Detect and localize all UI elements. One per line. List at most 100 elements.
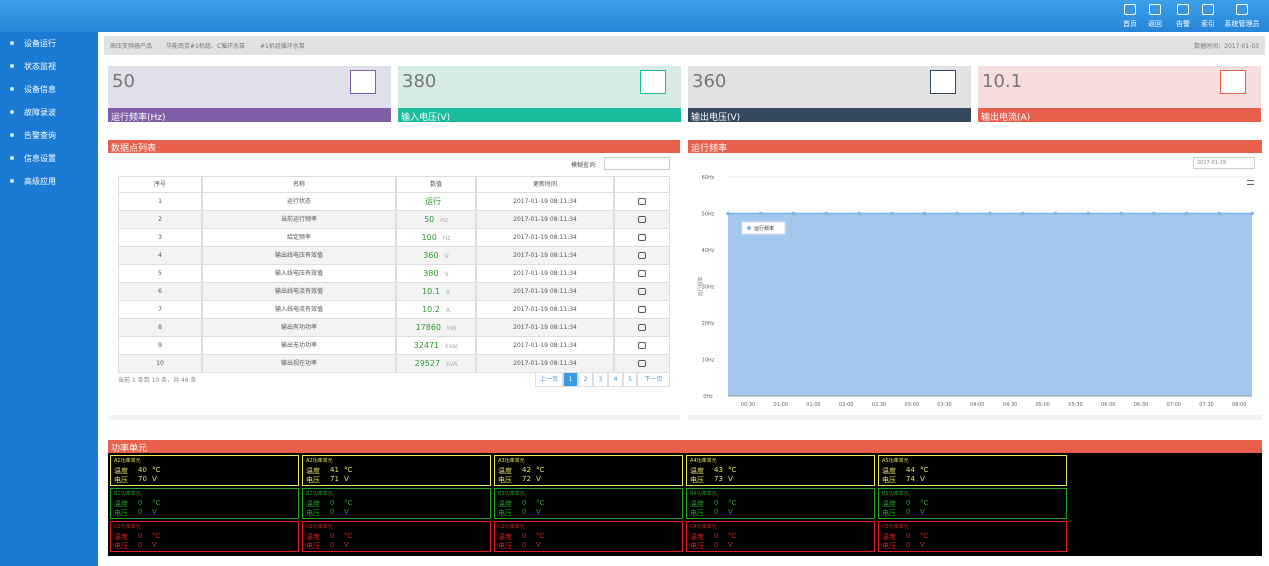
card-bar [688, 108, 971, 122]
table-cell: 运行 [396, 192, 476, 211]
action-icon[interactable] [638, 288, 646, 295]
table-value: 29527 [414, 359, 441, 368]
nav-icon[interactable] [1202, 4, 1214, 15]
card-icon [350, 70, 376, 94]
page-button[interactable]: 3 [593, 372, 608, 387]
sidebar-item[interactable]: 设备运行 [24, 39, 56, 48]
action-icon[interactable] [638, 198, 646, 205]
x-tick-label: 01:00 [806, 402, 820, 408]
temp-unit: °C [152, 466, 161, 474]
action-icon[interactable] [638, 270, 646, 277]
temp-unit: °C [344, 532, 353, 540]
table-title: 数据点列表 [111, 144, 157, 154]
data-time: 数据时间：2017-01-03 [1194, 43, 1259, 50]
table-unit: V [444, 253, 449, 260]
cell-name: C4功率单元 [690, 524, 717, 530]
table-value: 380 [423, 269, 439, 278]
volt-value: 0 [330, 541, 335, 549]
action-icon[interactable] [638, 306, 646, 313]
nav-icon[interactable] [1124, 4, 1136, 15]
chart-title: 运行频率 [691, 144, 728, 154]
sidebar [0, 32, 98, 566]
volt-unit: V [344, 508, 349, 516]
breadcrumb-bar [104, 36, 1265, 55]
nav-label[interactable]: 系统管理员 [1224, 20, 1260, 28]
power-cell: A1功率单元 温度 40 °C 电压 70 V [110, 455, 299, 486]
volt-label: 电压 [882, 476, 896, 484]
table-cell [614, 318, 670, 337]
sidebar-item[interactable]: 高级应用 [24, 177, 56, 186]
page-button[interactable]: 下一页 [637, 372, 670, 387]
card-value: 380 [402, 71, 437, 92]
sidebar-item[interactable]: 故障录波 [24, 108, 56, 117]
y-axis-title: 运行频率 [697, 276, 704, 296]
power-cell: B4功率单元 温度 0 °C 电压 0 V [686, 488, 875, 519]
sidebar-item[interactable]: 信息设置 [24, 154, 56, 163]
nav-icon[interactable] [1236, 4, 1248, 15]
nav-icon[interactable] [1177, 4, 1189, 15]
point [791, 211, 796, 216]
sidebar-item[interactable]: 状态监视 [24, 62, 56, 71]
sidebar-item[interactable]: 告警查询 [24, 131, 56, 140]
volt-value: 0 [522, 508, 527, 516]
y-tick-label: 40Hz [702, 248, 715, 254]
point [1250, 211, 1254, 216]
search-input[interactable] [604, 157, 670, 170]
nav-icon[interactable] [1149, 4, 1161, 15]
nav-label[interactable]: 告警 [1176, 20, 1190, 28]
nav-label[interactable]: 返回 [1148, 20, 1162, 28]
volt-label: 电压 [114, 509, 128, 517]
power-header [108, 440, 1262, 453]
card-body [108, 66, 391, 108]
table-value: 运行 [425, 197, 441, 206]
table-cell: 输出线电流有效值 [202, 282, 396, 301]
x-tick-label: 02:00 [839, 402, 853, 408]
table-cell [614, 192, 670, 211]
date-input[interactable]: 2017-01-19 [1193, 157, 1255, 169]
sidebar-item[interactable]: 设备信息 [24, 85, 56, 94]
action-icon[interactable] [638, 342, 646, 349]
breadcrumb-item[interactable]: 高压变频器产品 [110, 43, 153, 50]
power-cell: C1功率单元 温度 0 °C 电压 0 V [110, 521, 299, 552]
volt-unit: V [152, 475, 157, 483]
y-tick-label: 30Hz [702, 285, 715, 291]
volt-value: 0 [714, 508, 719, 516]
power-cell: A3功率单元 温度 42 °C 电压 72 V [494, 455, 683, 486]
cell-name: C3功率单元 [498, 524, 525, 530]
temp-value: 0 [330, 532, 335, 540]
nav-label[interactable]: 首页 [1123, 20, 1137, 28]
page-button[interactable]: 5 [623, 372, 637, 387]
table-cell: 2017-01-19 08:11:34 [476, 282, 614, 301]
table-header-cell: 更新时间 [476, 176, 614, 193]
volt-unit: V [536, 475, 541, 483]
page-button[interactable]: 4 [608, 372, 623, 387]
card-bar [108, 108, 391, 122]
power-cell: C2功率单元 温度 0 °C 电压 0 V [302, 521, 491, 552]
legend-marker [747, 226, 751, 230]
table-cell: 输出视在功率 [202, 354, 396, 373]
table-cell: 380 V [396, 264, 476, 283]
breadcrumb-item[interactable]: #1机组循环水泵 [260, 43, 305, 50]
action-icon[interactable] [638, 360, 646, 367]
action-icon[interactable] [638, 234, 646, 241]
action-icon[interactable] [638, 324, 646, 331]
temp-value: 0 [522, 499, 527, 507]
volt-label: 电压 [114, 476, 128, 484]
page-button[interactable]: 2 [578, 372, 593, 387]
temp-label: 温度 [114, 533, 128, 541]
action-icon[interactable] [638, 216, 646, 223]
table-cell: 10.2 A [396, 300, 476, 319]
cell-name: A5功率单元 [882, 458, 909, 464]
table-cell [614, 264, 670, 283]
breadcrumb-item[interactable]: 华能南京#1机组、C循环水泵 [166, 43, 246, 50]
action-icon[interactable] [638, 252, 646, 259]
nav-label[interactable]: 索引 [1201, 20, 1215, 28]
chart-menu[interactable] [1247, 180, 1254, 185]
page-button[interactable]: 上一页 [535, 372, 563, 387]
table-cell: 1 [118, 192, 202, 211]
table-unit: A [445, 307, 450, 314]
power-cell: C4功率单元 温度 0 °C 电压 0 V [686, 521, 875, 552]
temp-unit: °C [152, 499, 161, 507]
page-button[interactable]: 1 [563, 372, 578, 387]
